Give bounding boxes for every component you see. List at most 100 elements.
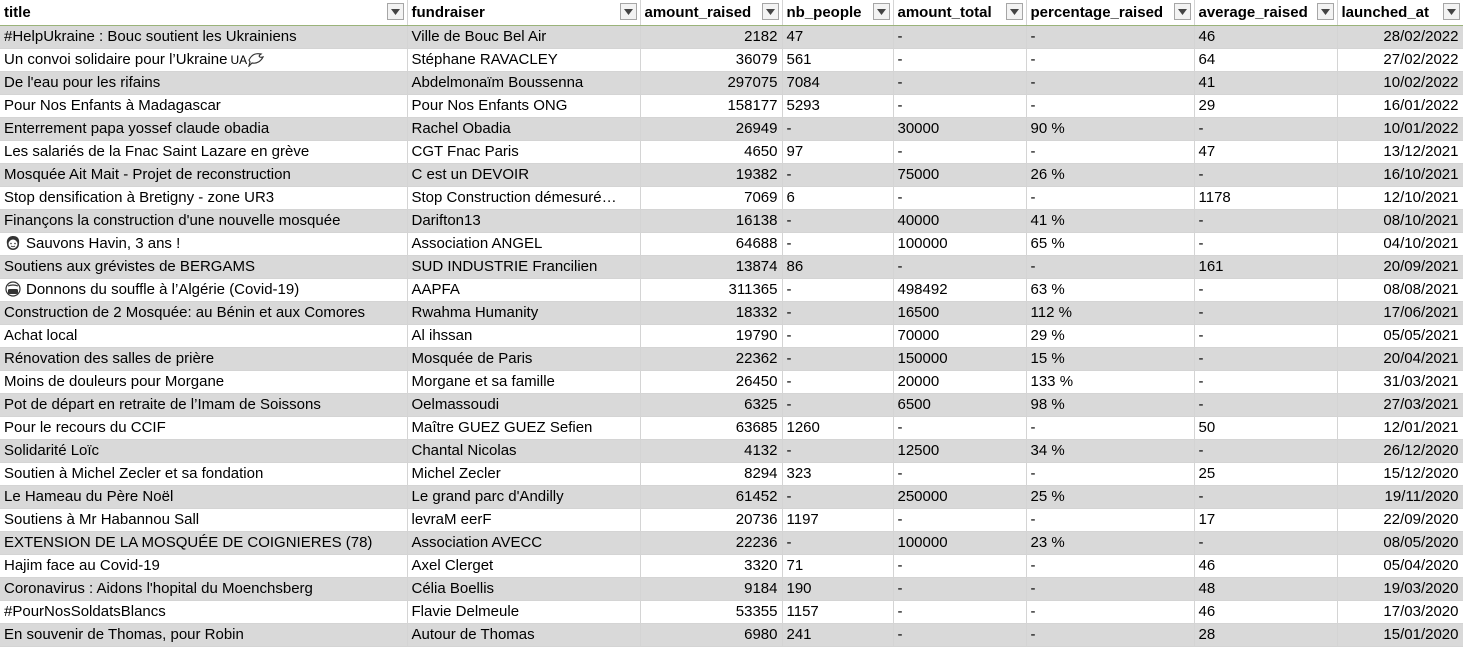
cell-fundraiser[interactable]: levraM eerF <box>407 508 641 532</box>
cell-nb-people[interactable]: - <box>782 232 894 256</box>
cell-title[interactable]: Soutiens aux grévistes de BERGAMS <box>0 255 408 279</box>
cell-percentage-raised[interactable]: - <box>1026 48 1195 72</box>
cell-title[interactable]: Construction de 2 Mosquée: au Bénin et a… <box>0 301 408 325</box>
cell-amount-total[interactable]: 150000 <box>893 347 1027 371</box>
cell-title[interactable]: Achat local <box>0 324 408 348</box>
cell-fundraiser[interactable]: Rachel Obadia <box>407 117 641 141</box>
column-header-title[interactable]: title <box>0 0 408 26</box>
cell-amount-total[interactable]: 100000 <box>893 531 1027 555</box>
cell-amount-raised[interactable]: 63685 <box>640 416 783 440</box>
cell-title[interactable]: De l'eau pour les rifains <box>0 71 408 95</box>
cell-amount-total[interactable]: - <box>893 416 1027 440</box>
cell-nb-people[interactable]: 190 <box>782 577 894 601</box>
cell-average-raised[interactable]: - <box>1194 347 1338 371</box>
cell-amount-total[interactable]: 20000 <box>893 370 1027 394</box>
column-header-launched-at[interactable]: launched_at <box>1337 0 1463 26</box>
cell-average-raised[interactable]: 47 <box>1194 140 1338 164</box>
cell-percentage-raised[interactable]: 23 % <box>1026 531 1195 555</box>
cell-average-raised[interactable]: 50 <box>1194 416 1338 440</box>
cell-fundraiser[interactable]: Morgane et sa famille <box>407 370 641 394</box>
cell-title[interactable]: Soutien à Michel Zecler et sa fondation <box>0 462 408 486</box>
cell-average-raised[interactable]: - <box>1194 209 1338 233</box>
cell-title[interactable]: Pour Nos Enfants à Madagascar <box>0 94 408 118</box>
cell-nb-people[interactable]: - <box>782 393 894 417</box>
cell-amount-raised[interactable]: 297075 <box>640 71 783 95</box>
cell-average-raised[interactable]: 17 <box>1194 508 1338 532</box>
cell-percentage-raised[interactable]: 34 % <box>1026 439 1195 463</box>
cell-average-raised[interactable]: 28 <box>1194 623 1338 647</box>
column-header-amount-total[interactable]: amount_total <box>893 0 1027 26</box>
cell-nb-people[interactable]: 1197 <box>782 508 894 532</box>
cell-average-raised[interactable]: 161 <box>1194 255 1338 279</box>
cell-title[interactable]: Moins de douleurs pour Morgane <box>0 370 408 394</box>
cell-title[interactable]: Hajim face au Covid-19 <box>0 554 408 578</box>
cell-fundraiser[interactable]: Association ANGEL <box>407 232 641 256</box>
filter-dropdown-icon[interactable] <box>1316 3 1334 20</box>
cell-fundraiser[interactable]: Célia Boellis <box>407 577 641 601</box>
cell-amount-total[interactable]: - <box>893 48 1027 72</box>
cell-amount-total[interactable]: 75000 <box>893 163 1027 187</box>
cell-amount-total[interactable]: - <box>893 25 1027 49</box>
cell-percentage-raised[interactable]: - <box>1026 71 1195 95</box>
cell-average-raised[interactable]: - <box>1194 278 1338 302</box>
cell-amount-raised[interactable]: 9184 <box>640 577 783 601</box>
cell-title[interactable]: Donnons du souffle à l’Algérie (Covid-19… <box>0 278 408 302</box>
cell-fundraiser[interactable]: Autour de Thomas <box>407 623 641 647</box>
column-header-fundraiser[interactable]: fundraiser <box>407 0 641 26</box>
cell-amount-total[interactable]: 70000 <box>893 324 1027 348</box>
cell-title[interactable]: Les salariés de la Fnac Saint Lazare en … <box>0 140 408 164</box>
cell-amount-raised[interactable]: 4650 <box>640 140 783 164</box>
cell-title[interactable]: Rénovation des salles de prière <box>0 347 408 371</box>
cell-nb-people[interactable]: - <box>782 117 894 141</box>
cell-amount-raised[interactable]: 22236 <box>640 531 783 555</box>
cell-title[interactable]: Pot de départ en retraite de l’Imam de S… <box>0 393 408 417</box>
cell-title[interactable]: Soutiens à Mr Habannou Sall <box>0 508 408 532</box>
cell-fundraiser[interactable]: Association AVECC <box>407 531 641 555</box>
cell-launched-at[interactable]: 16/10/2021 <box>1337 163 1463 187</box>
cell-title[interactable]: Enterrement papa yossef claude obadia <box>0 117 408 141</box>
cell-amount-total[interactable]: - <box>893 186 1027 210</box>
cell-launched-at[interactable]: 08/08/2021 <box>1337 278 1463 302</box>
filter-dropdown-icon[interactable] <box>872 3 890 20</box>
cell-amount-raised[interactable]: 19790 <box>640 324 783 348</box>
cell-fundraiser[interactable]: Stop Construction démesuré… <box>407 186 641 210</box>
cell-nb-people[interactable]: 561 <box>782 48 894 72</box>
cell-amount-total[interactable]: - <box>893 71 1027 95</box>
cell-amount-raised[interactable]: 3320 <box>640 554 783 578</box>
cell-percentage-raised[interactable]: 63 % <box>1026 278 1195 302</box>
cell-percentage-raised[interactable]: 65 % <box>1026 232 1195 256</box>
cell-title[interactable]: Solidarité Loïc <box>0 439 408 463</box>
cell-launched-at[interactable]: 05/05/2021 <box>1337 324 1463 348</box>
cell-launched-at[interactable]: 10/02/2022 <box>1337 71 1463 95</box>
cell-fundraiser[interactable]: AAPFA <box>407 278 641 302</box>
cell-fundraiser[interactable]: SUD INDUSTRIE Francilien <box>407 255 641 279</box>
cell-amount-raised[interactable]: 7069 <box>640 186 783 210</box>
cell-amount-raised[interactable]: 22362 <box>640 347 783 371</box>
cell-title[interactable]: #PourNosSoldatsBlancs <box>0 600 408 624</box>
cell-title[interactable]: Stop densification à Bretigny - zone UR3 <box>0 186 408 210</box>
cell-title[interactable]: Finançons la construction d'une nouvelle… <box>0 209 408 233</box>
filter-dropdown-icon[interactable] <box>619 3 637 20</box>
cell-launched-at[interactable]: 08/05/2020 <box>1337 531 1463 555</box>
cell-percentage-raised[interactable]: 29 % <box>1026 324 1195 348</box>
cell-percentage-raised[interactable]: - <box>1026 623 1195 647</box>
cell-average-raised[interactable]: 1178 <box>1194 186 1338 210</box>
cell-amount-raised[interactable]: 6980 <box>640 623 783 647</box>
cell-fundraiser[interactable]: Mosquée de Paris <box>407 347 641 371</box>
cell-title[interactable]: En souvenir de Thomas, pour Robin <box>0 623 408 647</box>
cell-amount-total[interactable]: - <box>893 508 1027 532</box>
cell-percentage-raised[interactable]: - <box>1026 600 1195 624</box>
cell-nb-people[interactable]: - <box>782 209 894 233</box>
cell-percentage-raised[interactable]: 25 % <box>1026 485 1195 509</box>
column-header-nb-people[interactable]: nb_people <box>782 0 894 26</box>
cell-percentage-raised[interactable]: - <box>1026 577 1195 601</box>
cell-average-raised[interactable]: - <box>1194 370 1338 394</box>
filter-dropdown-icon[interactable] <box>1173 3 1191 20</box>
cell-amount-total[interactable]: 30000 <box>893 117 1027 141</box>
cell-amount-raised[interactable]: 19382 <box>640 163 783 187</box>
cell-amount-total[interactable]: - <box>893 255 1027 279</box>
cell-fundraiser[interactable]: Michel Zecler <box>407 462 641 486</box>
cell-fundraiser[interactable]: Darifton13 <box>407 209 641 233</box>
cell-average-raised[interactable]: - <box>1194 232 1338 256</box>
cell-launched-at[interactable]: 19/11/2020 <box>1337 485 1463 509</box>
